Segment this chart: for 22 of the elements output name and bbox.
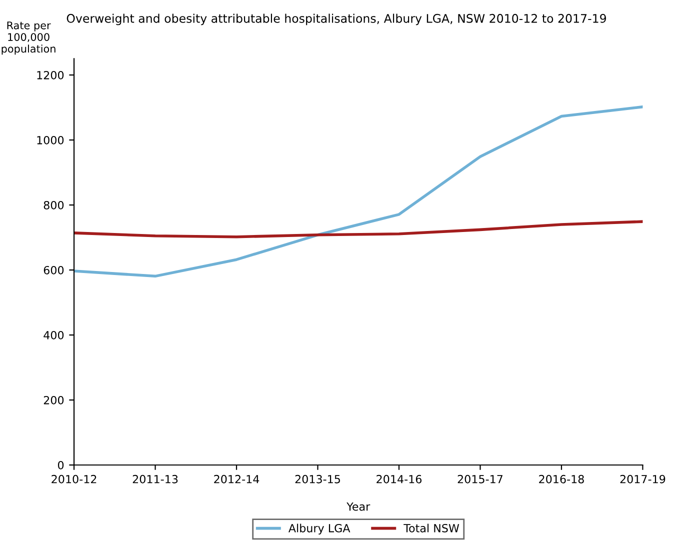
- line-series: [74, 105, 643, 278]
- x-axis-title: Year: [346, 502, 370, 511]
- legend-label: Total NSW: [404, 524, 460, 532]
- y-tick-label: 0: [58, 460, 64, 470]
- y-axis-title: Rate per 100,000 population: [2, 22, 56, 55]
- x-tick-label: 2010-12: [52, 474, 96, 484]
- line-series: [74, 220, 643, 238]
- y-tick-label: 400: [44, 330, 64, 340]
- y-tick-label: 1200: [37, 70, 64, 80]
- x-tick-label: 2013-15: [295, 474, 340, 484]
- chart-title: Overweight and obesity attributable hospitalisations, Albury LGA, NSW 2010-12 to 2017-19: [66, 14, 606, 26]
- y-tick-label: 200: [44, 396, 64, 404]
- y-tick-label: 600: [44, 266, 64, 274]
- x-tick-label: 2012-14: [214, 474, 260, 484]
- x-tick-label: 2016-18: [539, 474, 584, 484]
- y-tick-label: 1000: [37, 136, 64, 144]
- x-tick-label: 2011-13: [132, 474, 178, 484]
- legend-label: Albury LGA: [288, 524, 350, 535]
- y-tick-label: 800: [44, 200, 64, 210]
- x-tick-label: 2014-16: [376, 474, 422, 484]
- x-tick-label: 2017-19: [620, 474, 666, 484]
- x-tick-label: 2015-17: [458, 474, 502, 484]
